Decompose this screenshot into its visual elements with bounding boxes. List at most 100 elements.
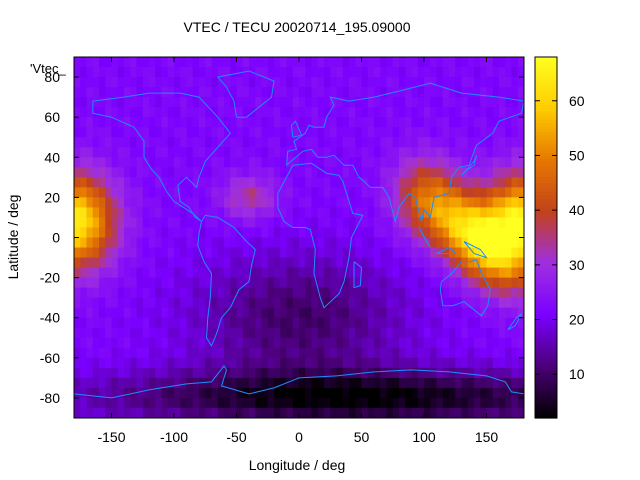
heatmap-cell — [380, 57, 388, 68]
heatmap-cell — [374, 147, 381, 158]
heatmap-cell — [242, 237, 250, 249]
heatmap-cell — [355, 297, 363, 309]
heatmap-cell — [192, 147, 200, 158]
heatmap-cell — [399, 137, 406, 148]
heatmap-cell — [199, 107, 206, 118]
heatmap-cell — [136, 67, 144, 78]
heatmap-cell — [124, 357, 131, 369]
heatmap-cell — [161, 367, 169, 379]
heatmap-cell — [130, 357, 138, 369]
heatmap-cell — [505, 287, 513, 299]
heatmap-cell — [99, 347, 106, 359]
heatmap-cell — [399, 167, 406, 178]
heatmap-cell — [230, 167, 238, 178]
heatmap-cell — [267, 297, 275, 309]
heatmap-cell — [474, 407, 481, 418]
heatmap-cell — [436, 87, 444, 98]
heatmap-cell — [449, 107, 456, 118]
heatmap-cell — [255, 147, 263, 158]
heatmap-cell — [417, 77, 425, 88]
heatmap-cell — [167, 407, 175, 418]
heatmap-cell — [199, 387, 206, 399]
heatmap-cell — [424, 257, 431, 269]
heatmap-cell — [124, 297, 131, 309]
heatmap-cell — [417, 177, 425, 188]
heatmap-cell — [155, 337, 163, 349]
heatmap-cell — [430, 247, 438, 259]
heatmap-cell — [355, 127, 363, 138]
heatmap-cell — [492, 127, 500, 138]
heatmap-cell — [205, 97, 213, 108]
heatmap-cell — [255, 67, 263, 78]
heatmap-cell — [399, 317, 406, 329]
heatmap-cell — [155, 407, 163, 418]
heatmap-cell — [205, 407, 213, 418]
heatmap-cell — [149, 277, 156, 289]
heatmap-cell — [411, 377, 419, 389]
heatmap-cell — [467, 147, 475, 158]
heatmap-cell — [467, 137, 475, 148]
heatmap-cell — [449, 187, 456, 198]
heatmap-cell — [386, 237, 394, 249]
heatmap-cell — [517, 107, 524, 118]
heatmap-cells — [74, 57, 524, 418]
heatmap-cell — [249, 407, 256, 418]
heatmap-cell — [480, 67, 488, 78]
heatmap-cell — [224, 57, 231, 68]
heatmap-cell — [92, 147, 100, 158]
heatmap-cell — [511, 287, 519, 299]
colorbar-segment — [535, 387, 557, 392]
heatmap-cell — [161, 237, 169, 249]
heatmap-cell — [286, 367, 294, 379]
heatmap-cell — [399, 217, 406, 229]
heatmap-cell — [124, 177, 131, 188]
heatmap-cell — [224, 87, 231, 98]
heatmap-cell — [392, 317, 400, 329]
heatmap-cell — [74, 407, 81, 418]
heatmap-cell — [274, 277, 281, 289]
heatmap-cell — [467, 407, 475, 418]
heatmap-cell — [311, 77, 319, 88]
heatmap-cell — [442, 407, 450, 418]
heatmap-cell — [155, 117, 163, 128]
heatmap-cell — [336, 327, 344, 339]
heatmap-cell — [217, 297, 225, 309]
heatmap-cell — [149, 407, 156, 418]
heatmap-cell — [242, 287, 250, 299]
heatmap-cell — [492, 237, 500, 249]
heatmap-cell — [430, 107, 438, 118]
heatmap-cell — [374, 77, 381, 88]
heatmap-cell — [455, 57, 463, 68]
heatmap-cell — [430, 87, 438, 98]
heatmap-cell — [292, 237, 300, 249]
heatmap-cell — [230, 57, 238, 68]
heatmap-cell — [499, 357, 506, 369]
heatmap-cell — [280, 207, 288, 219]
heatmap-cell — [205, 357, 213, 369]
heatmap-cell — [74, 327, 81, 339]
heatmap-cell — [486, 97, 494, 108]
heatmap-cell — [317, 137, 325, 148]
heatmap-cell — [486, 187, 494, 198]
heatmap-cell — [436, 237, 444, 249]
heatmap-cell — [311, 197, 319, 209]
heatmap-cell — [180, 277, 188, 289]
heatmap-cell — [155, 307, 163, 319]
heatmap-cell — [161, 137, 169, 148]
heatmap-cell — [467, 57, 475, 68]
heatmap-cell — [86, 167, 94, 178]
heatmap-cell — [374, 167, 381, 178]
heatmap-cell — [311, 357, 319, 369]
heatmap-cell — [411, 97, 419, 108]
heatmap-cell — [174, 217, 181, 229]
heatmap-cell — [205, 327, 213, 339]
heatmap-cell — [324, 197, 331, 209]
heatmap-cell — [99, 107, 106, 118]
heatmap-cell — [142, 247, 150, 259]
heatmap-cell — [86, 297, 94, 309]
heatmap-cell — [511, 147, 519, 158]
heatmap-cell — [199, 277, 206, 289]
heatmap-cell — [317, 197, 325, 209]
heatmap-cell — [149, 377, 156, 389]
heatmap-cell — [361, 237, 369, 249]
